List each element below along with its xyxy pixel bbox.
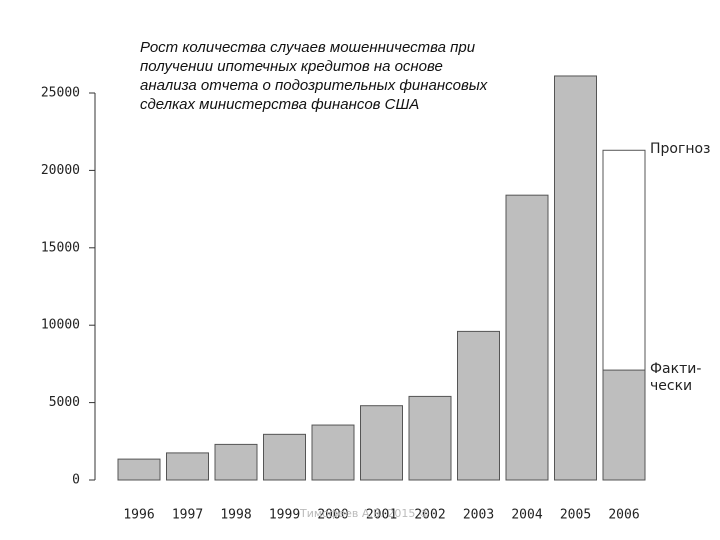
legend-entry: Прогноз xyxy=(650,141,711,158)
y-tick-label: 5000 xyxy=(49,395,80,410)
x-tick-label: 2005 xyxy=(560,508,591,523)
y-tick-label: 20000 xyxy=(41,163,80,178)
y-tick-label: 15000 xyxy=(41,240,80,255)
y-tick-label: 10000 xyxy=(41,318,80,333)
chart-title: Рост количества случаев мошенничества пр… xyxy=(140,38,488,114)
bar xyxy=(457,330,500,481)
bar xyxy=(408,395,452,481)
x-tick-label: 1998 xyxy=(220,508,251,523)
bar xyxy=(311,424,355,481)
bar xyxy=(602,369,646,481)
legend-entry: Факти- чески xyxy=(650,361,702,395)
footer: Тимофеев А.В. 2015 © xyxy=(300,507,430,520)
bar xyxy=(263,433,306,481)
x-tick-label: 1997 xyxy=(172,508,203,523)
x-tick-label: 2002 xyxy=(414,508,445,523)
x-tick-label: 2006 xyxy=(608,508,639,523)
y-tick-label: 25000 xyxy=(41,86,80,101)
bar xyxy=(360,405,403,481)
x-tick-label: 1999 xyxy=(269,508,300,523)
bar xyxy=(166,452,209,481)
x-tick-label: 2004 xyxy=(511,508,542,523)
bar xyxy=(554,75,597,481)
x-tick-label: 1996 xyxy=(123,508,154,523)
x-tick-label: 2000 xyxy=(317,508,348,523)
x-tick-label: 2001 xyxy=(366,508,397,523)
bar xyxy=(117,458,161,481)
bar xyxy=(214,443,258,481)
y-tick-label: 0 xyxy=(72,473,80,488)
x-tick-label: 2003 xyxy=(463,508,494,523)
bar xyxy=(505,194,549,481)
